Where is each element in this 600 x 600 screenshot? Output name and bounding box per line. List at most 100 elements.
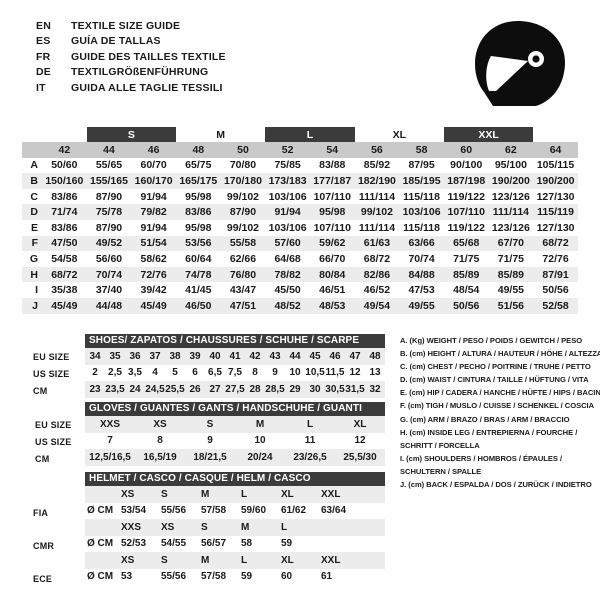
sub-table-cell: S — [206, 418, 214, 430]
shoes-cm-row: 23 23,5 24 24,5 25,5 26 27 27,5 28 28,5 29 30 30,5 31… — [85, 381, 385, 398]
sub-table-cell: 9 — [207, 435, 213, 447]
sub-table-cell: 4 — [152, 367, 158, 379]
fia-label: FIA — [33, 508, 49, 518]
sub-table-cell: 58 — [241, 538, 253, 550]
gloves-us-row: 7 8 9 10 11 12 — [85, 433, 385, 450]
row-label: F — [31, 237, 38, 250]
table-cell: 75/78 — [95, 206, 123, 219]
language-code: FR — [36, 50, 51, 63]
sub-table-cell: 43 — [269, 350, 281, 362]
sub-table-cell: 59 — [281, 538, 293, 550]
sub-table-cell: 41 — [229, 350, 241, 362]
table-cell: 68/72 — [51, 268, 78, 281]
table-cell: 37/40 — [95, 284, 123, 297]
sub-table-cell: 61/62 — [281, 505, 307, 517]
sub-table-cell: 7,5 — [228, 367, 242, 379]
column-header: 52 — [281, 143, 294, 156]
sub-table-cell: 23,5 — [105, 383, 125, 395]
helmet-header: HELMET / CASCO / CASQUE / HELM / CASCO — [85, 472, 385, 486]
table-row: G 54/58 56/60 58/62 60/64 62/66 64/68 66/70 68/7… — [22, 251, 578, 267]
sub-table-cell: 27 — [209, 383, 221, 395]
sub-table-cell: 12 — [354, 435, 366, 447]
table-cell: 105/115 — [536, 159, 575, 172]
sub-table-cell: 57/58 — [201, 571, 227, 583]
table-cell: 80/84 — [319, 268, 346, 281]
table-cell: 85/89 — [497, 268, 525, 281]
language-code: EN — [36, 20, 51, 32]
sub-table-cell: 61 — [321, 571, 333, 583]
size-band-row: S M L XL XXL — [22, 127, 578, 142]
column-header: 62 — [505, 143, 517, 156]
fia-value-row: Ø CM 53/54 55/56 57/58 59/60 61/62 63/64 — [85, 503, 385, 520]
sub-table-cell: L — [241, 554, 248, 566]
row-label: I — [35, 284, 38, 297]
cmr-value-row: Ø CM 52/53 54/55 56/57 58 59 — [85, 536, 385, 553]
table-row: F 47/50 49/52 51/54 53/56 55/58 57/60 59/62 61/6… — [22, 235, 578, 252]
shoes-header: SHOES/ ZAPATOS / CHAUSSURES / SCHUHE / S… — [85, 334, 385, 348]
table-cell: 71/74 — [51, 206, 78, 219]
table-row: H 68/72 70/74 72/76 74/78 76/80 78/82 80/84 82/8… — [22, 266, 578, 283]
column-header: 42 — [58, 143, 71, 156]
table-row: B 150/160 155/165 160/170 165/175 170/180 173/… — [22, 173, 578, 189]
language-code: IT — [36, 81, 46, 94]
sub-table-cell: 30 — [309, 383, 321, 395]
gloves-section: GLOVES / GUANTES / GANTS / HANDSCHUHE / … — [85, 402, 385, 466]
sub-table-cell: XXL — [321, 554, 341, 566]
language-code: DE — [36, 66, 51, 79]
table-cell: 71/75 — [453, 252, 480, 265]
table-cell: 111/114 — [492, 206, 529, 219]
helmet-section: HELMET / CASCO / CASQUE / HELM / CASCO X… — [85, 472, 385, 585]
shoes-section: SHOES/ ZAPATOS / CHAUSSURES / SCHUHE / S… — [85, 334, 385, 398]
table-cell: 35/38 — [51, 284, 78, 297]
gloves-us-label: US SIZE — [35, 437, 72, 447]
legend-line: I. (cm) SHOULDERS / HOMBROS / ÉPAULES / — [400, 453, 563, 463]
table-row: I 35/38 37/40 39/42 41/45 43/47 45/50 46/51 46/5… — [22, 282, 578, 298]
table-cell: 170/180 — [223, 174, 262, 187]
legend-line: G. (cm) ARM / BRAZO / BRAS / ARM / BRACC… — [400, 414, 570, 424]
table-cell: 47/53 — [408, 284, 435, 297]
sub-table-cell: 6 — [192, 367, 198, 379]
sub-table-cell: 46 — [329, 350, 341, 362]
column-header: 50 — [237, 143, 249, 156]
size-band: S — [86, 127, 176, 142]
ece-value-row: Ø CM 53 55/56 57/58 59 60 61 — [85, 569, 385, 586]
sub-table-cell: 48 — [369, 350, 381, 362]
sub-table-cell: 25,5 — [165, 383, 185, 395]
unit-label: Ø CM — [87, 505, 114, 517]
table-cell: 68/72 — [542, 237, 569, 250]
table-cell: 41/45 — [185, 284, 212, 297]
sub-table-cell: 28 — [249, 383, 261, 395]
sub-table-cell: XL — [353, 418, 367, 430]
legend-line: SCHRITT / FORCELLA — [400, 440, 480, 450]
legend-line: E. (cm) HIP / CADERA / HANCHE / HÜFTE / … — [400, 388, 600, 398]
sub-table-cell: 28,5 — [265, 383, 285, 395]
row-label: C — [30, 190, 38, 203]
table-cell: 103/106 — [268, 190, 307, 203]
table-cell: 76/80 — [229, 268, 257, 281]
table-cell: 190/200 — [536, 174, 575, 187]
table-cell: 99/102 — [360, 206, 393, 219]
sub-table-cell: S — [161, 488, 168, 500]
shoes-eu-label: EU SIZE — [33, 352, 70, 362]
table-cell: 51/54 — [140, 237, 167, 250]
table-cell: 165/175 — [179, 174, 218, 187]
table-cell: 185/195 — [402, 174, 441, 187]
row-label: J — [32, 299, 38, 312]
table-cell: 123/126 — [491, 190, 530, 203]
table-cell: 87/91 — [542, 268, 569, 281]
shoes-cm-label: CM — [33, 386, 48, 396]
table-cell: 82/86 — [363, 268, 391, 281]
sub-table-cell: 42 — [249, 350, 261, 362]
table-cell: 54/58 — [51, 252, 78, 265]
sub-table-cell: 7 — [107, 435, 113, 447]
ece-size-row: XS S M L XL XXL — [85, 552, 385, 569]
table-cell: 49/55 — [497, 284, 525, 297]
table-cell: 67/70 — [497, 237, 525, 250]
row-label: A — [30, 159, 38, 172]
table-cell: 45/50 — [274, 284, 301, 297]
table-cell: 91/94 — [274, 206, 301, 219]
ece-label: ECE — [33, 574, 53, 584]
table-row: A 50/60 55/65 60/70 65/75 70/80 75/85 83/88 85/9… — [22, 158, 578, 174]
table-cell: 60/70 — [140, 159, 167, 172]
sub-table-cell: 37 — [149, 350, 161, 362]
